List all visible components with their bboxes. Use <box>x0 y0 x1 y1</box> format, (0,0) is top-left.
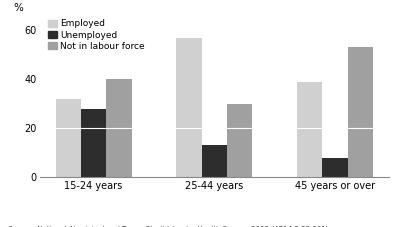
Text: Source: National Aboriginal and Torres Strait Islander Health Survey, 2002 (4714: Source: National Aboriginal and Torres S… <box>8 225 328 227</box>
Bar <box>56 99 81 177</box>
Bar <box>348 47 373 177</box>
Legend: Employed, Unemployed, Not in labour force: Employed, Unemployed, Not in labour forc… <box>48 20 145 51</box>
Bar <box>202 145 227 177</box>
Y-axis label: %: % <box>14 3 24 13</box>
Bar <box>176 38 202 177</box>
Bar <box>106 79 132 177</box>
Bar <box>297 82 322 177</box>
Bar <box>322 158 348 177</box>
Bar <box>81 109 106 177</box>
Bar <box>227 104 252 177</box>
